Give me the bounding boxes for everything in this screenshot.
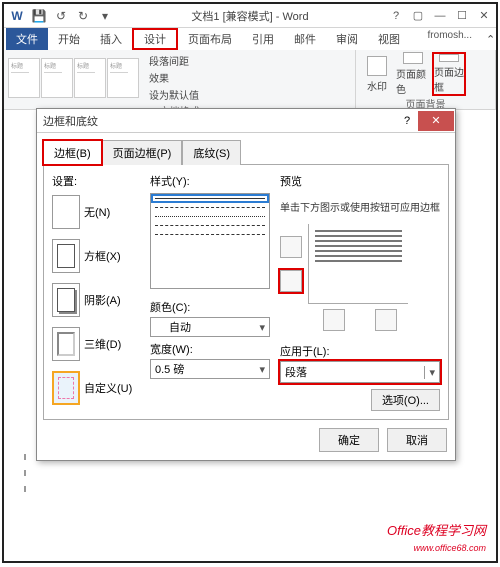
style-listbox[interactable] [150,193,270,289]
qat-dropdown-icon[interactable]: ▾ [96,7,114,25]
para-spacing-button[interactable]: 段落间距 [147,52,201,69]
save-icon[interactable]: 💾 [30,7,48,25]
dialog-title: 边框和底纹 [43,113,396,129]
preview-left-btn[interactable] [323,309,345,331]
preview-bottom-btn[interactable] [280,270,302,292]
undo-icon[interactable]: ↺ [52,7,70,25]
ribbon-display-icon[interactable]: ▢ [408,7,428,25]
style-label: 样式(Y): [150,173,270,189]
setting-shadow[interactable]: 阴影(A) [52,281,140,319]
help-icon[interactable]: ? [386,7,406,25]
dialog-close-icon[interactable]: ✕ [418,111,454,131]
theme-gallery[interactable]: 标题——— 标题——— 标题——— 标题——— [8,58,139,98]
tab-view[interactable]: 视图 [368,28,410,50]
ribbon-tabs: 文件 开始 插入 设计 页面布局 引用 邮件 审阅 视图 fromosh... … [4,28,496,50]
cancel-button[interactable]: 取消 [387,428,447,452]
apply-to-combo[interactable]: 段落 [280,361,440,383]
options-button[interactable]: 选项(O)... [371,389,440,411]
settings-label: 设置: [52,173,140,189]
tab-review[interactable]: 审阅 [326,28,368,50]
maximize-icon[interactable]: ☐ [452,7,472,25]
user-name[interactable]: fromosh... [424,28,476,50]
close-icon[interactable]: ✕ [474,7,494,25]
ok-button[interactable]: 确定 [319,428,379,452]
setting-threed[interactable]: 三维(D) [52,325,140,363]
setting-box[interactable]: 方框(X) [52,237,140,275]
width-label: 宽度(W): [150,341,270,357]
dialog-help-icon[interactable]: ? [396,115,418,127]
color-label: 颜色(C): [150,299,270,315]
tab-insert[interactable]: 插入 [90,28,132,50]
borders-shading-dialog: 边框和底纹 ? ✕ 边框(B) 页面边框(P) 底纹(S) 设置: 无(N) 方… [36,108,456,461]
dlg-tab-border[interactable]: 边框(B) [43,140,102,165]
tab-file[interactable]: 文件 [6,28,48,50]
word-icon: W [8,7,26,25]
dlg-tab-page-border[interactable]: 页面边框(P) [102,140,183,165]
preview-document [308,224,408,304]
dlg-tab-shading[interactable]: 底纹(S) [182,140,241,165]
ribbon-body: 标题——— 标题——— 标题——— 标题——— 段落间距 效果 设为默认值 文档… [4,50,496,110]
preview-label: 预览 [280,173,440,189]
tab-references[interactable]: 引用 [242,28,284,50]
redo-icon[interactable]: ↻ [74,7,92,25]
document-title: 文档1 [兼容模式] - Word [114,8,386,24]
tab-design[interactable]: 设计 [132,28,178,50]
page-color-button[interactable]: 页面颜色 [396,52,430,96]
tab-mailings[interactable]: 邮件 [284,28,326,50]
setting-none[interactable]: 无(N) [52,193,140,231]
apply-label: 应用于(L): [280,343,440,359]
watermark-text: Office教程学习网 www.office68.com [387,520,486,555]
set-default-button[interactable]: 设为默认值 [147,86,201,103]
tab-home[interactable]: 开始 [48,28,90,50]
page-border-button[interactable]: 页面边框 [432,52,466,96]
watermark-button[interactable]: 水印 [360,52,394,96]
preview-hint: 单击下方图示或使用按钮可应用边框 [280,199,440,214]
color-combo[interactable]: 自动 [150,317,270,337]
width-combo[interactable]: 0.5 磅 [150,359,270,379]
preview-top-btn[interactable] [280,236,302,258]
word-titlebar: W 💾 ↺ ↻ ▾ 文档1 [兼容模式] - Word ? ▢ — ☐ ✕ [4,4,496,28]
tab-layout[interactable]: 页面布局 [178,28,242,50]
collapse-ribbon-icon[interactable]: ⌃ [476,28,496,50]
minimize-icon[interactable]: — [430,7,450,25]
setting-custom[interactable]: 自定义(U) [52,369,140,407]
effects-button[interactable]: 效果 [147,69,201,86]
preview-right-btn[interactable] [375,309,397,331]
